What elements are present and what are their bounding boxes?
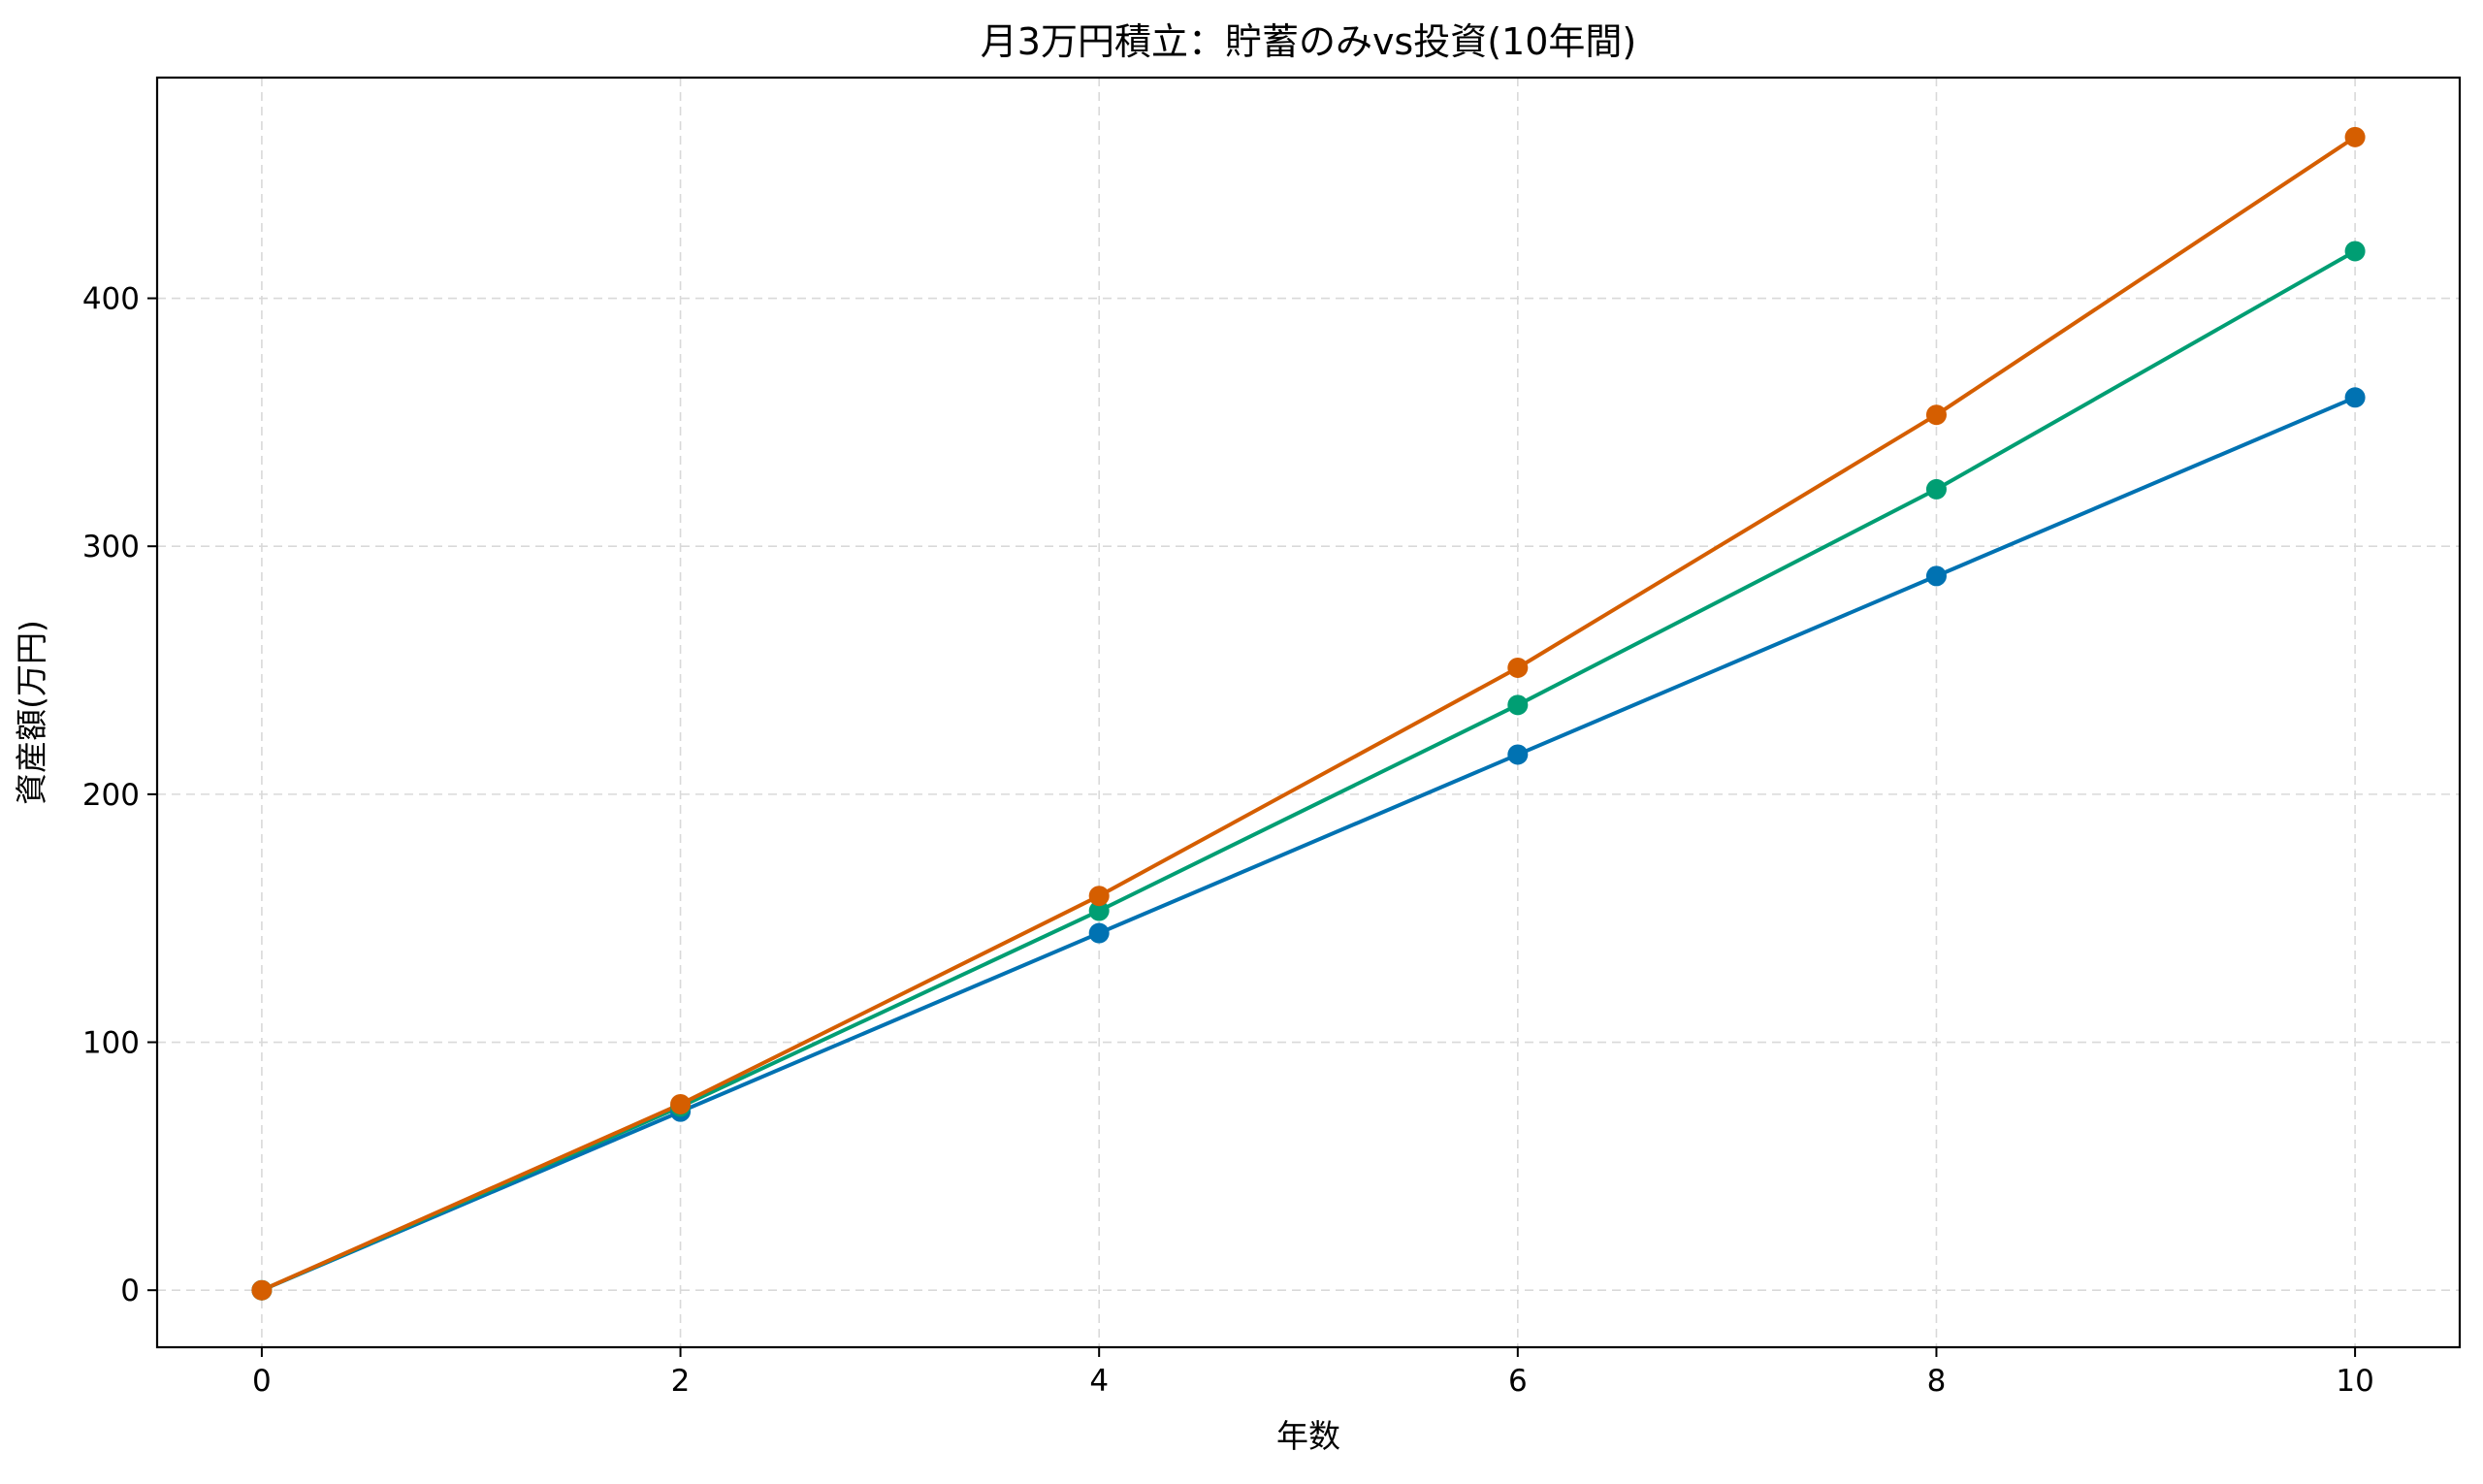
x-tick-label: 2 xyxy=(671,1364,691,1399)
grid xyxy=(157,78,2460,1347)
series-1-point xyxy=(1088,922,1110,944)
x-tick-label: 4 xyxy=(1089,1364,1109,1399)
series-3-point xyxy=(251,1279,273,1301)
y-tick-label: 400 xyxy=(82,282,140,317)
series-markers xyxy=(251,126,2366,1301)
series-2-point xyxy=(1088,900,1110,921)
series-1-point xyxy=(1507,744,1529,765)
y-tick-label: 200 xyxy=(82,778,140,813)
y-axis-ticks: 0 100 200 300 400 xyxy=(82,282,157,1308)
x-axis-label: 年数 xyxy=(1276,1417,1340,1455)
series-2-point xyxy=(2344,241,2366,262)
y-axis-label: 資産額(万円) xyxy=(13,620,50,805)
series-3-point xyxy=(1507,657,1529,678)
series-2-point xyxy=(1507,694,1529,716)
x-tick-label: 6 xyxy=(1508,1364,1528,1399)
series-3-point xyxy=(1088,886,1110,907)
plot-frame xyxy=(155,76,2462,1349)
series-lines xyxy=(261,135,2357,1293)
x-axis-ticks: 0 2 4 6 8 10 xyxy=(252,1347,2374,1399)
series-2-point xyxy=(1925,478,1947,500)
series-3-point xyxy=(2344,126,2366,147)
series-3-point xyxy=(670,1093,692,1114)
series-1-point xyxy=(2344,387,2366,408)
x-tick-label: 10 xyxy=(2336,1364,2373,1399)
y-tick-label: 100 xyxy=(82,1026,140,1061)
series-3-point xyxy=(1925,404,1947,426)
series-line-1 xyxy=(261,395,2356,1293)
y-tick-label: 300 xyxy=(82,530,140,565)
chart-title: 月3万円積立：貯蓄のみvs投資(10年間) xyxy=(981,20,1636,63)
series-line-3 xyxy=(261,135,2357,1293)
y-tick-label: 0 xyxy=(120,1274,140,1308)
x-tick-label: 8 xyxy=(1927,1364,1947,1399)
x-tick-label: 0 xyxy=(252,1364,272,1399)
series-1-point xyxy=(1925,565,1947,587)
